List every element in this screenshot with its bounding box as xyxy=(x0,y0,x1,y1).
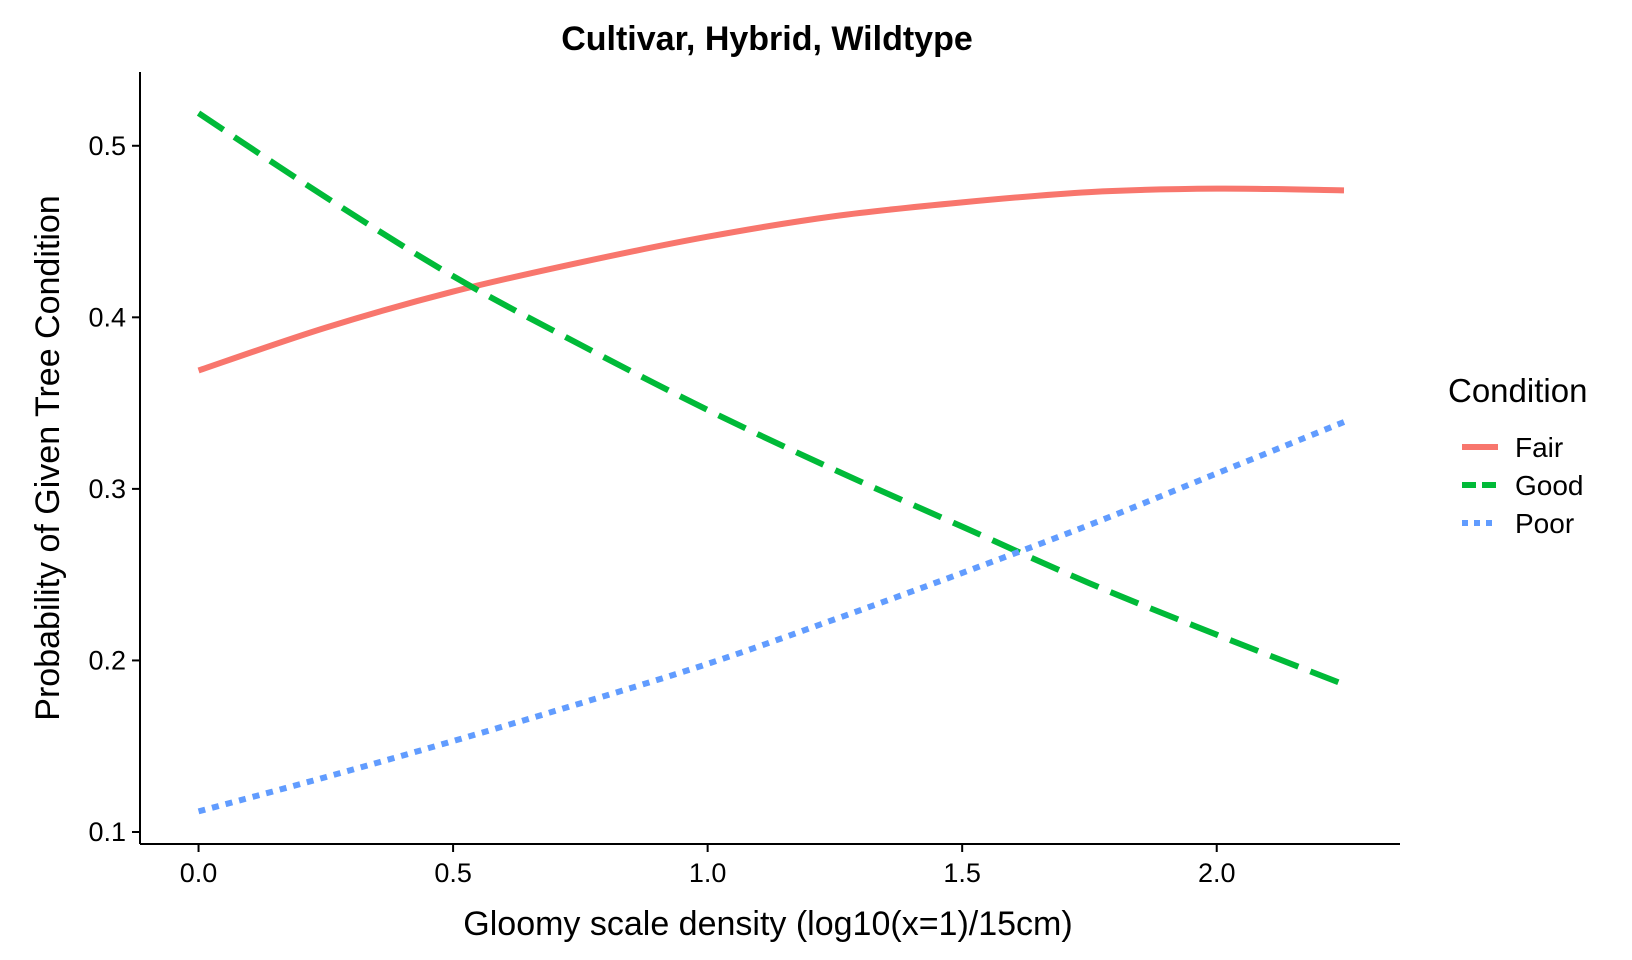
series-line-poor xyxy=(197,419,1346,815)
series-lines xyxy=(196,110,1346,815)
y-tick-label: 0.5 xyxy=(88,131,126,161)
y-axis-title: Probability of Given Tree Condition xyxy=(29,195,67,720)
legend-title: Condition xyxy=(1448,372,1587,409)
legend-items: Fair Good Poor xyxy=(1462,432,1584,539)
x-tick-label: 0.5 xyxy=(434,858,472,888)
legend-item-fair: Fair xyxy=(1462,432,1563,463)
legend-label: Good xyxy=(1515,470,1584,501)
x-axis-title: Gloomy scale density (log10(x=1)/15cm) xyxy=(463,905,1072,943)
legend-item-poor: Poor xyxy=(1462,508,1574,539)
y-tick-label: 0.1 xyxy=(88,817,126,847)
legend-label: Poor xyxy=(1515,508,1574,539)
legend: Condition Fair Good Poor xyxy=(1448,372,1587,539)
chart-title: Cultivar, Hybrid, Wildtype xyxy=(561,20,973,58)
series-line-fair xyxy=(197,185,1345,374)
plot-area: 0.0 0.5 1.0 1.5 2.0 0.1 0.2 0.3 0.4 0.5 xyxy=(88,72,1400,888)
y-axis-ticks: 0.1 0.2 0.3 0.4 0.5 xyxy=(88,131,140,847)
y-tick-label: 0.2 xyxy=(88,645,126,675)
legend-item-good: Good xyxy=(1462,470,1584,501)
x-tick-label: 0.0 xyxy=(180,858,218,888)
x-tick-label: 1.5 xyxy=(943,858,981,888)
x-tick-label: 2.0 xyxy=(1198,858,1236,888)
series-line-good xyxy=(196,110,1346,688)
x-axis-ticks: 0.0 0.5 1.0 1.5 2.0 xyxy=(180,844,1236,888)
y-tick-label: 0.4 xyxy=(88,302,126,332)
legend-label: Fair xyxy=(1515,432,1563,463)
x-tick-label: 1.0 xyxy=(689,858,727,888)
y-tick-label: 0.3 xyxy=(88,474,126,504)
